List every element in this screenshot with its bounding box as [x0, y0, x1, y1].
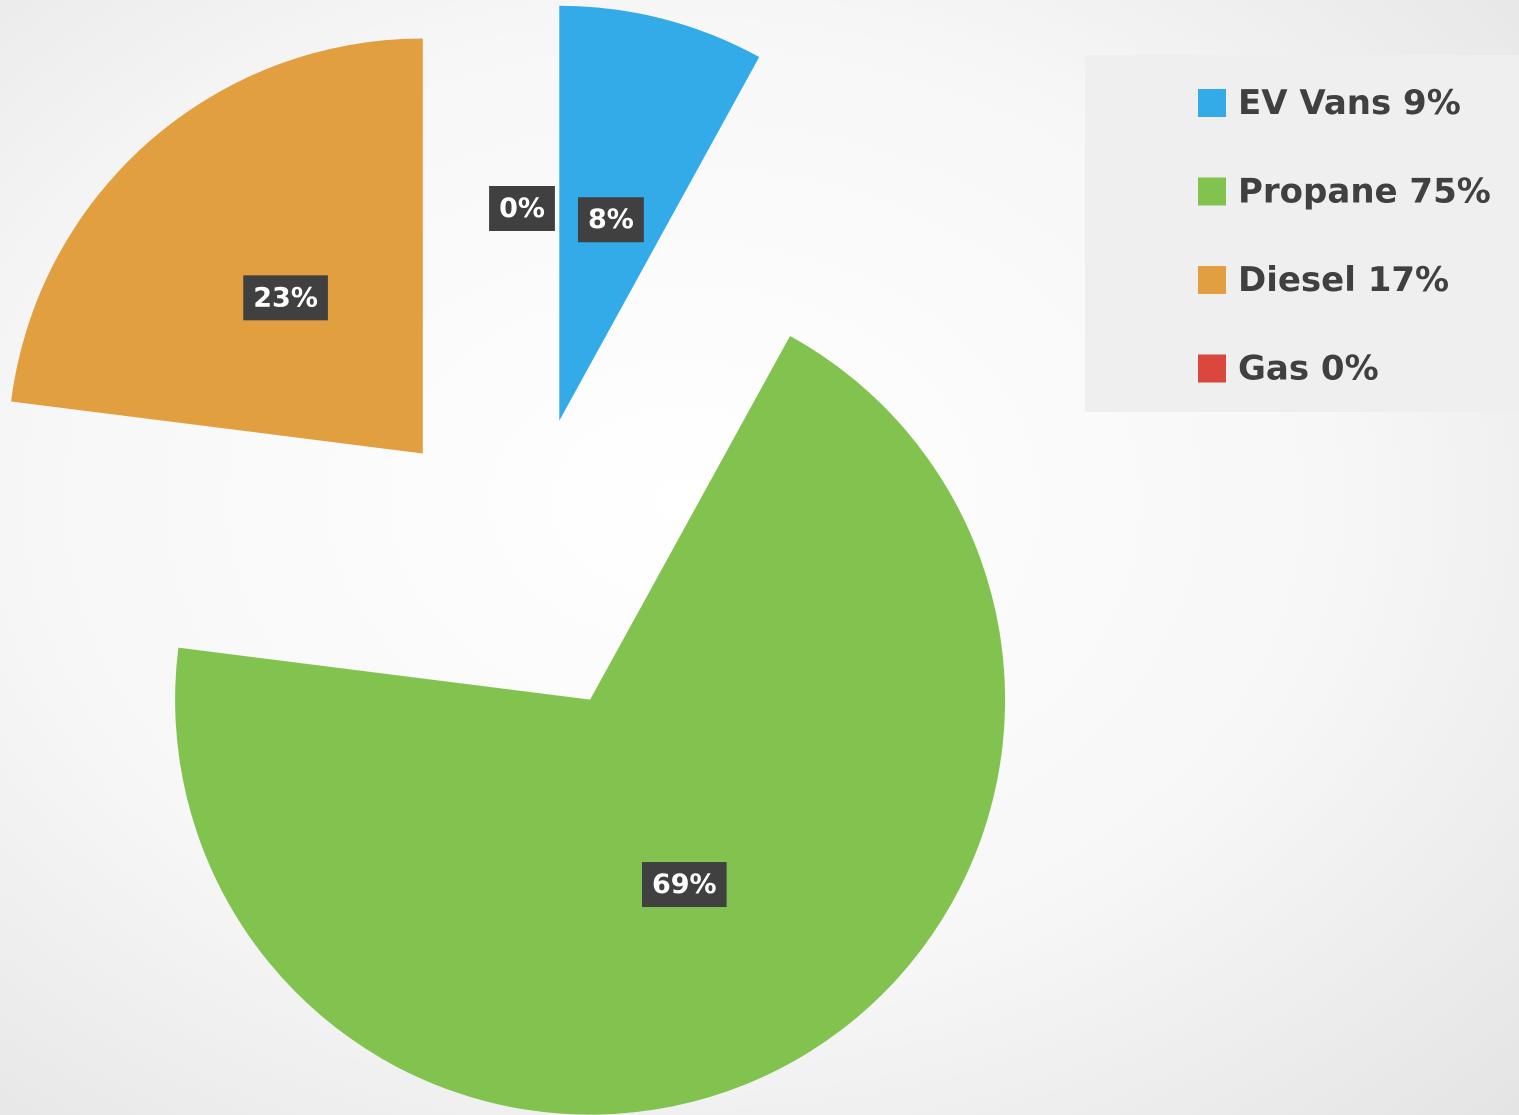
legend: EV Vans 9% Propane 75% Diesel 17% Gas 0% [1198, 83, 1491, 389]
slices [11, 5, 1006, 1115]
pie-slice [11, 38, 423, 454]
labels: 8% 69% 23% 0% [243, 186, 727, 908]
pie-slice [175, 335, 1006, 1115]
data-label-bg [641, 862, 727, 908]
data-label: 23% [253, 282, 318, 313]
data-label: 0% [499, 193, 545, 224]
legend-label: Propane 75% [1238, 172, 1491, 212]
legend-swatch [1198, 177, 1226, 206]
legend-swatch [1198, 89, 1226, 117]
pie-slice [559, 5, 760, 421]
legend-swatch [1198, 354, 1226, 383]
legend-label: Gas 0% [1238, 349, 1379, 389]
legend-label: Diesel 17% [1238, 260, 1449, 300]
data-label: 69% [652, 869, 717, 900]
legend-box [1085, 55, 1519, 412]
legend-swatch [1198, 266, 1226, 294]
data-label-bg [489, 186, 555, 231]
data-label-bg [243, 275, 328, 321]
legend-label: EV Vans 9% [1238, 83, 1461, 123]
data-label-bg [577, 197, 644, 243]
data-label: 8% [588, 204, 634, 235]
